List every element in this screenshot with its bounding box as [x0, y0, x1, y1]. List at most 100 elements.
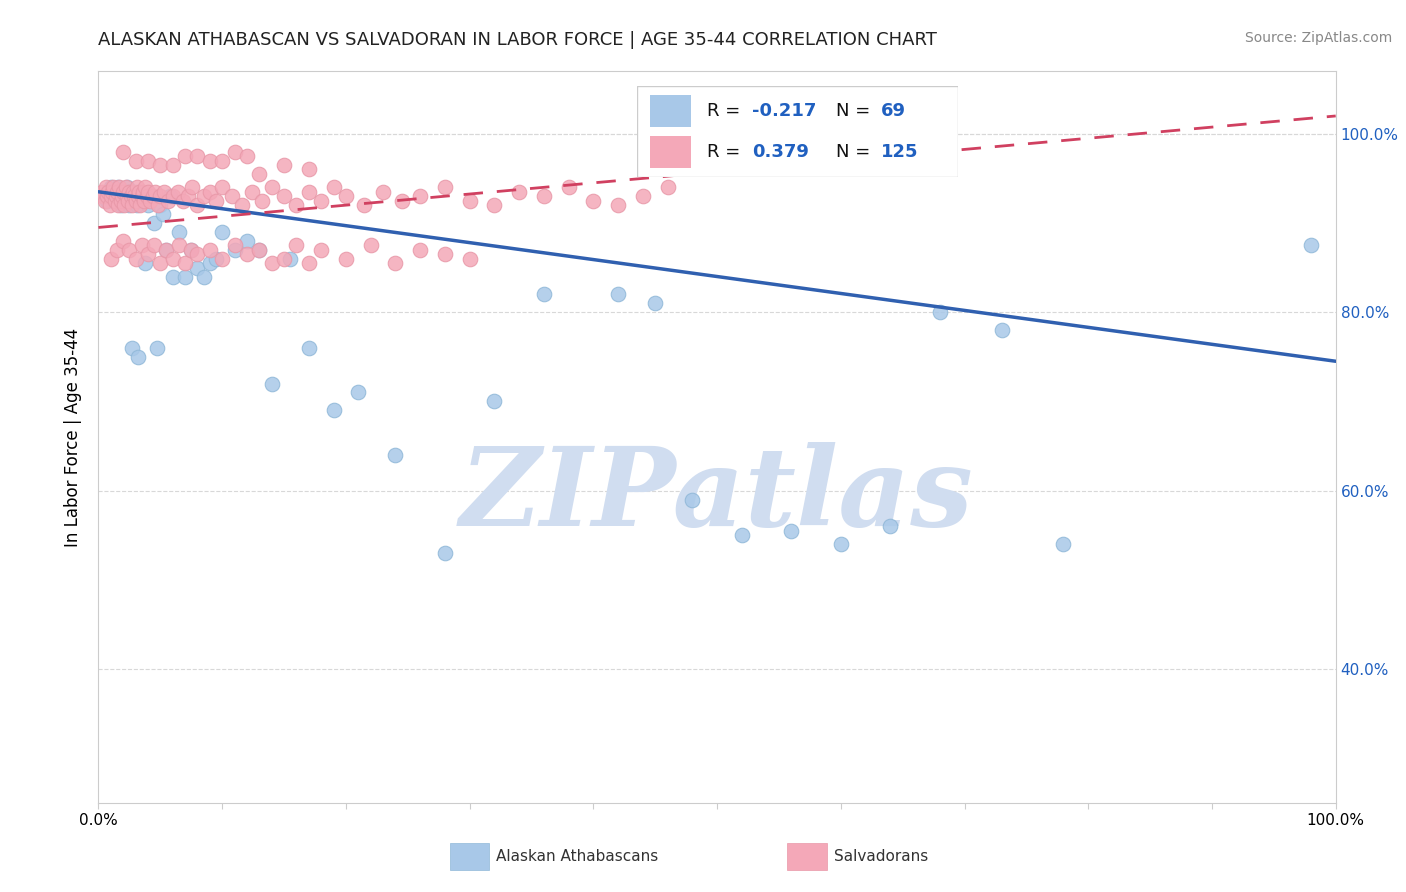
- Point: [103, 194, 125, 208]
- Point: [114, 194, 136, 208]
- Point: [879, 519, 901, 533]
- Point: [335, 252, 357, 266]
- Point: [533, 287, 555, 301]
- Point: [93, 194, 115, 208]
- Text: ALASKAN ATHABASCAN VS SALVADORAN IN LABOR FORCE | AGE 35-44 CORRELATION CHART: ALASKAN ATHABASCAN VS SALVADORAN IN LABO…: [98, 31, 938, 49]
- Point: [134, 194, 156, 208]
- Point: [149, 256, 172, 270]
- Point: [112, 185, 135, 199]
- Point: [155, 243, 177, 257]
- Point: [117, 185, 139, 199]
- Point: [121, 198, 143, 212]
- Point: [118, 198, 141, 212]
- Point: [285, 238, 308, 252]
- Text: Salvadorans: Salvadorans: [834, 849, 928, 863]
- Point: [391, 194, 413, 208]
- Point: [111, 189, 134, 203]
- Point: [139, 194, 162, 208]
- Point: [433, 180, 456, 194]
- Text: ZIPatlas: ZIPatlas: [460, 442, 974, 549]
- Point: [236, 234, 259, 248]
- Bar: [650, 136, 692, 169]
- Point: [96, 189, 118, 203]
- Point: [205, 252, 228, 266]
- Point: [127, 350, 149, 364]
- Text: N =: N =: [837, 102, 876, 120]
- Point: [236, 149, 259, 163]
- Point: [231, 198, 253, 212]
- Point: [176, 189, 198, 203]
- Point: [129, 189, 152, 203]
- Point: [409, 243, 432, 257]
- Point: [142, 189, 165, 203]
- Point: [125, 198, 148, 212]
- Point: [124, 185, 146, 199]
- Point: [830, 537, 852, 551]
- Point: [162, 269, 184, 284]
- Point: [139, 189, 162, 203]
- Point: [273, 158, 295, 172]
- Point: [186, 198, 208, 212]
- Text: 0.379: 0.379: [752, 143, 810, 161]
- Point: [360, 238, 382, 252]
- Point: [108, 185, 131, 199]
- Point: [174, 269, 197, 284]
- Point: [107, 198, 129, 212]
- Point: [105, 185, 128, 199]
- Point: [134, 256, 156, 270]
- Point: [198, 243, 221, 257]
- Point: [120, 189, 142, 203]
- Point: [136, 185, 159, 199]
- Point: [104, 185, 127, 199]
- Text: 69: 69: [882, 102, 905, 120]
- Point: [100, 189, 122, 203]
- Point: [97, 185, 120, 199]
- Point: [198, 256, 221, 270]
- Point: [458, 252, 481, 266]
- Text: R =: R =: [707, 102, 747, 120]
- Point: [273, 189, 295, 203]
- Point: [198, 185, 221, 199]
- Point: [136, 247, 159, 261]
- Point: [298, 185, 321, 199]
- Point: [322, 403, 344, 417]
- Point: [1052, 537, 1074, 551]
- Point: [132, 185, 155, 199]
- Point: [347, 385, 370, 400]
- Text: 125: 125: [882, 143, 918, 161]
- Point: [103, 180, 125, 194]
- Text: R =: R =: [707, 143, 747, 161]
- Point: [103, 194, 125, 208]
- Point: [240, 185, 263, 199]
- Point: [236, 247, 259, 261]
- Point: [657, 180, 679, 194]
- Point: [145, 341, 167, 355]
- Point: [186, 149, 208, 163]
- Point: [136, 153, 159, 168]
- Point: [433, 546, 456, 560]
- Point: [484, 394, 506, 409]
- Point: [193, 269, 215, 284]
- Point: [98, 189, 121, 203]
- Point: [384, 448, 406, 462]
- Point: [143, 216, 166, 230]
- Point: [97, 185, 120, 199]
- Point: [353, 198, 375, 212]
- Point: [131, 185, 153, 199]
- Point: [149, 158, 172, 172]
- Point: [117, 194, 139, 208]
- Point: [731, 528, 754, 542]
- Point: [607, 287, 630, 301]
- Point: [104, 189, 127, 203]
- Point: [309, 243, 332, 257]
- Point: [110, 194, 132, 208]
- Point: [131, 238, 153, 252]
- Point: [928, 305, 950, 319]
- Point: [409, 189, 432, 203]
- Point: [134, 180, 156, 194]
- Point: [105, 189, 128, 203]
- Point: [247, 243, 270, 257]
- Point: [129, 198, 152, 212]
- Point: [125, 180, 148, 194]
- Point: [582, 194, 605, 208]
